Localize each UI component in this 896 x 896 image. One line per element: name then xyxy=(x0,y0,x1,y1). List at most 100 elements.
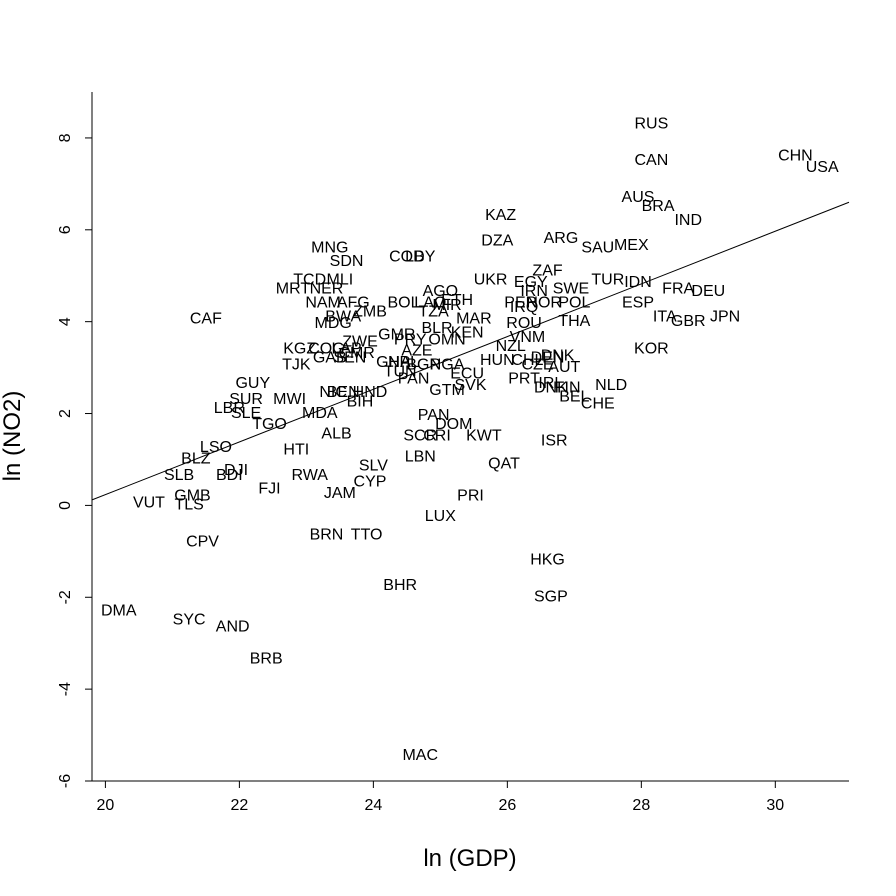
point-label-dnk2: DNK xyxy=(534,379,568,396)
y-tick-label: 6 xyxy=(57,225,74,234)
point-label-hti: HTI xyxy=(283,441,309,458)
point-label-prt: PRT xyxy=(508,370,540,387)
point-label-mda: MDA xyxy=(302,405,338,422)
point-label-aus: AUS xyxy=(622,189,655,206)
point-label-hun: HUN xyxy=(480,352,515,369)
point-label-ner: NER xyxy=(310,281,344,298)
x-tick-label: 28 xyxy=(632,797,650,814)
point-label-blz: BLZ xyxy=(181,451,211,468)
point-label-vnm: VNM xyxy=(510,329,546,346)
point-label-sau: SAU xyxy=(581,239,614,256)
point-label-omn: OMN xyxy=(428,331,465,348)
point-label-guy: GUY xyxy=(235,375,270,392)
point-label-bol: BOL xyxy=(388,295,420,312)
point-label-per: PER xyxy=(504,295,537,312)
point-label-chl: CHL xyxy=(511,352,543,369)
point-label-dza: DZA xyxy=(481,233,513,250)
point-label-sdn: SDN xyxy=(330,253,364,270)
point-label-tur: TUR xyxy=(591,272,624,289)
point-label-isr: ISR xyxy=(541,432,568,449)
point-label-irl: IRL xyxy=(538,375,563,392)
point-label-egy: EGY xyxy=(514,274,548,291)
point-label-ben: BEN xyxy=(327,384,360,401)
y-tick-label: 0 xyxy=(57,501,74,510)
point-label-zmb: ZMB xyxy=(353,304,387,321)
point-label-fin: FIN xyxy=(555,379,581,396)
point-label-lso: LSO xyxy=(200,439,232,456)
point-label-tun: TUN xyxy=(384,363,417,380)
point-label-jam: JAM xyxy=(324,485,356,502)
point-label-nga: NGA xyxy=(430,357,465,374)
y-axis-title: ln (NO2) xyxy=(0,391,26,482)
y-tick-label: 8 xyxy=(57,133,74,142)
point-label-cyp: CYP xyxy=(354,474,387,491)
point-label-lbr: LBR xyxy=(214,400,245,417)
point-label-eth: ETH xyxy=(441,292,473,309)
point-label-ukr: UKR xyxy=(474,272,508,289)
point-label-irq: IRQ xyxy=(510,299,538,316)
point-label-lux: LUX xyxy=(425,508,456,525)
point-label-nam: NAM xyxy=(305,295,341,312)
point-label-kaz: KAZ xyxy=(485,207,516,224)
point-label-caf: CAF xyxy=(190,311,222,328)
point-label-tjk: TJK xyxy=(282,357,311,374)
point-label-lbn: LBN xyxy=(405,448,436,465)
point-label-pri: PRI xyxy=(457,487,484,504)
x-tick-label: 24 xyxy=(364,797,382,814)
point-label-gtm: GTM xyxy=(429,382,465,399)
point-label-sur: SUR xyxy=(229,391,263,408)
point-label-tgo: TGO xyxy=(252,416,287,433)
point-label-alb: ALB xyxy=(321,425,351,442)
point-label-che: CHE xyxy=(581,396,615,413)
x-axis-title: ln (GDP) xyxy=(423,845,516,872)
point-label-cpv: CPV xyxy=(186,533,219,550)
point-label-swe: SWE xyxy=(553,281,589,298)
point-label-nic: NIC xyxy=(319,384,347,401)
point-label-and: AND xyxy=(216,618,250,635)
point-label-vut: VUT xyxy=(133,494,165,511)
point-label-nzl: NZL xyxy=(496,338,526,355)
point-label-sle: SLE xyxy=(231,405,261,422)
point-label-zaf: ZAF xyxy=(532,262,562,279)
y-tick-label: -2 xyxy=(57,590,74,604)
point-label-bdi: BDI xyxy=(216,467,243,484)
point-label-brn: BRN xyxy=(310,526,344,543)
x-tick-label: 26 xyxy=(498,797,516,814)
point-label-idn: IDN xyxy=(624,274,652,291)
point-label-ken: KEN xyxy=(451,324,484,341)
point-label-usa: USA xyxy=(806,159,839,176)
point-label-cod: COD xyxy=(389,249,425,266)
point-label-ago: AGO xyxy=(423,283,459,300)
point-label-cze: CZE xyxy=(521,357,553,374)
point-label-lao: LAO xyxy=(414,295,446,312)
point-label-kwt: KWT xyxy=(466,428,502,445)
point-label-tza: TZA xyxy=(419,304,450,321)
point-label-nor: NOR xyxy=(526,295,562,312)
point-label-tcd: TCD xyxy=(293,272,326,289)
x-tick-label: 20 xyxy=(96,797,114,814)
point-label-gmb: GMB xyxy=(174,487,210,504)
point-label-deu: DEU xyxy=(691,283,725,300)
point-label-dma: DMA xyxy=(101,602,137,619)
point-label-sen: SEN xyxy=(333,350,366,367)
point-label-mrt: MRT xyxy=(276,281,311,298)
point-label-brb: BRB xyxy=(250,650,283,667)
point-label-chn: CHN xyxy=(778,148,813,165)
point-label-kor: KOR xyxy=(634,340,669,357)
point-label-nld: NLD xyxy=(595,377,627,394)
point-label-afg: AFG xyxy=(337,295,370,312)
point-label-mex: MEX xyxy=(614,237,649,254)
point-label-gab: GAB xyxy=(313,350,347,367)
x-tick-label: 22 xyxy=(230,797,248,814)
point-label-can: CAN xyxy=(634,152,668,169)
regression-group xyxy=(91,201,850,501)
point-label-bel: BEL xyxy=(559,389,589,406)
y-tick-label: -4 xyxy=(57,682,74,696)
regression-line xyxy=(91,201,850,501)
point-label-tto: TTO xyxy=(351,526,383,543)
point-label-hnd: HND xyxy=(353,384,388,401)
point-label-fra: FRA xyxy=(662,281,694,298)
point-label-mli: MLI xyxy=(327,272,354,289)
point-label-mwi: MWI xyxy=(273,391,306,408)
